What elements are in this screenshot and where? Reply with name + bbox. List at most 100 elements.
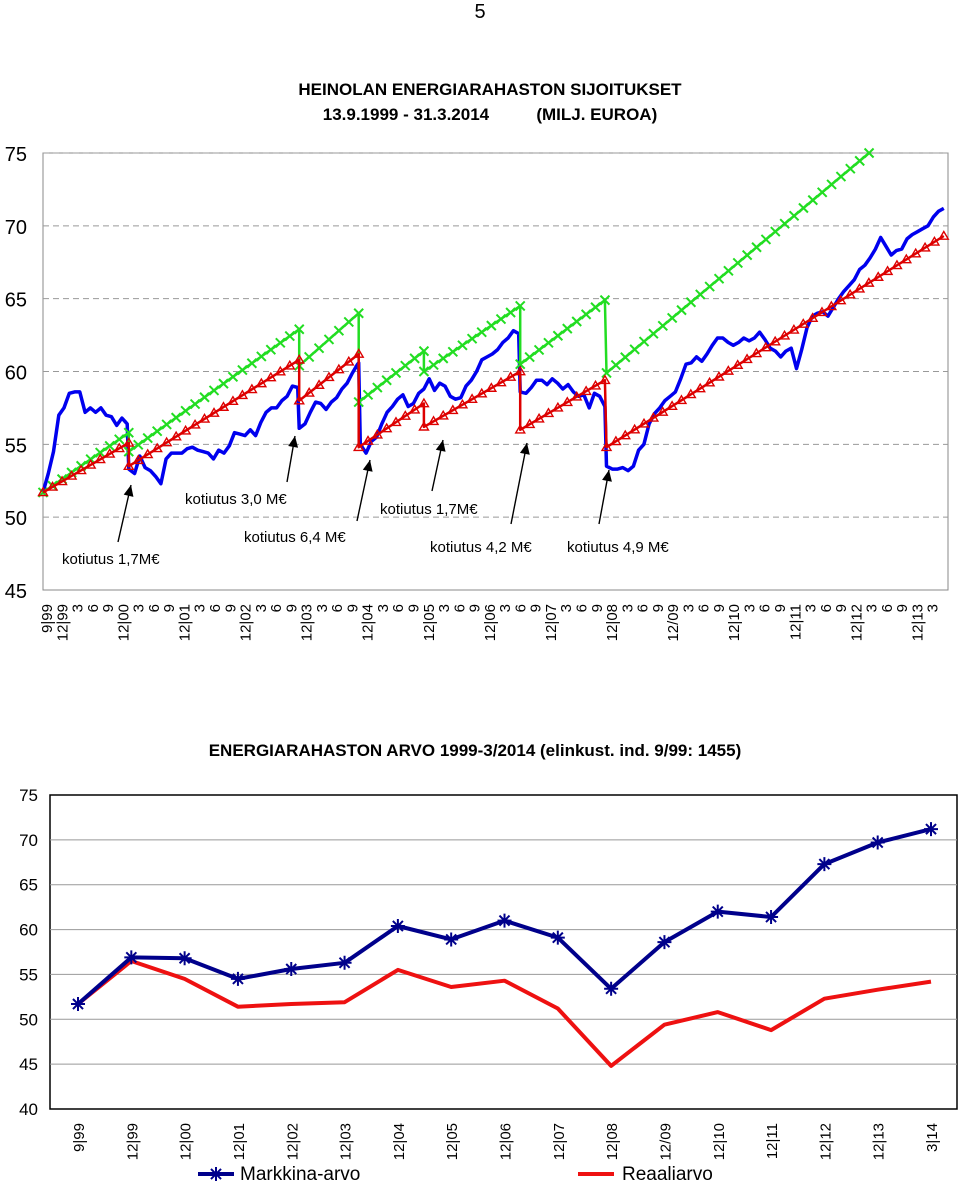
y-tick-label: 75 [5,144,27,166]
data-point [666,400,678,411]
data-point [323,334,335,345]
data-point [132,454,144,465]
x-tick-label: 12|04 [391,1123,408,1160]
data-point [293,353,305,364]
data-point [741,249,753,261]
data-point [409,353,420,364]
data-point [835,171,847,182]
data-point [798,202,809,214]
series-2 [37,230,950,497]
x-tick-label: 3 [925,604,942,612]
data-point [524,351,535,363]
data-point [408,403,421,414]
data-point [788,324,800,334]
x-tick-label: 12|08 [604,604,621,641]
x-tick-label: 12|02 [238,604,255,641]
data-point [104,440,115,452]
x-tick-label: 12|05 [421,604,438,641]
x-tick-label: 9 [283,604,300,612]
data-point [797,318,809,328]
data-point [208,407,220,417]
data-point [533,344,545,356]
x-tick-label: 9 [406,604,423,612]
data-point [313,342,325,354]
data-point [256,351,267,362]
x-tick-label: 3 [742,604,759,612]
x-tick-label: 12|06 [482,604,499,641]
data-point [352,441,365,452]
series-line [76,959,932,1068]
data-point [56,475,68,486]
data-point [844,288,856,299]
annotations: kotiutus 1,7M€ kotiutus 3,0 M€ kotiutus 6,… [62,435,669,568]
data-point [142,432,153,444]
x-tick-label: 12|02 [284,1123,301,1160]
x-tick-label: 9 [589,604,606,612]
x-axis-labels: 9|9912|9936912|0036912|0136912|0236912|0… [39,604,942,642]
data-point [362,389,374,401]
data-point [770,226,781,237]
x-tick-label: 6 [757,604,774,612]
data-point [648,328,659,339]
data-point [199,392,210,403]
data-point [788,210,800,222]
x-tick-label: 3 [864,604,881,612]
data-point [610,435,622,446]
series-0 [41,206,945,493]
x-tick-label: 12|99 [54,604,71,641]
x-tick-label: 6 [818,604,835,612]
data-point [891,259,903,270]
annotation-label: kotiutus 1,7M€ [380,501,478,518]
x-tick-label: 12|05 [444,1123,461,1160]
x-tick-label: 9 [344,604,361,612]
data-point [741,353,753,364]
x-tick-label: 12|06 [498,1123,515,1160]
data-point [313,379,325,389]
legend-label: Reaaliarvo [622,1164,713,1185]
data-point [723,265,734,277]
x-tick-label: 3 [436,604,453,612]
data-point [227,395,239,406]
x-tick-label: 3 [375,604,392,612]
series-line [41,206,945,493]
y-tick-label: 70 [19,831,38,850]
data-point [428,359,439,371]
data-point [333,325,345,336]
data-point [447,404,459,415]
data-point [362,435,374,445]
x-tick-label: 6 [512,604,529,612]
legend-marker [209,1167,223,1181]
data-point [628,423,641,434]
data-point [769,335,781,346]
data-point [303,351,315,363]
x-tick-label: 9 [528,604,545,612]
data-point [523,418,536,429]
x-tick-label: 6 [574,604,591,612]
data-point [343,355,355,366]
data-point [151,426,163,437]
data-point [675,394,688,405]
x-tick-label: 12|07 [543,604,560,641]
data-point [514,423,526,434]
x-tick-label: 12|07 [551,1123,568,1160]
data-point [475,387,488,398]
data-point [924,822,938,837]
y-tick-label: 65 [19,876,38,895]
data-point [198,413,211,423]
data-point [751,242,762,253]
data-point [676,304,687,316]
y-tick-label: 50 [19,1010,38,1029]
x-tick-label: 3|14 [924,1123,941,1152]
data-point [237,364,248,376]
data-point [151,442,163,453]
data-point [337,955,352,970]
data-point [177,951,192,966]
x-tick-label: 12|03 [338,1123,355,1160]
x-tick-label: 9 [467,604,484,612]
data-point [274,365,287,376]
data-point [75,464,87,475]
x-tick-label: 9 [100,604,117,612]
data-point [265,371,277,382]
x-tick-label: 3 [70,604,87,612]
data-point [133,439,144,451]
